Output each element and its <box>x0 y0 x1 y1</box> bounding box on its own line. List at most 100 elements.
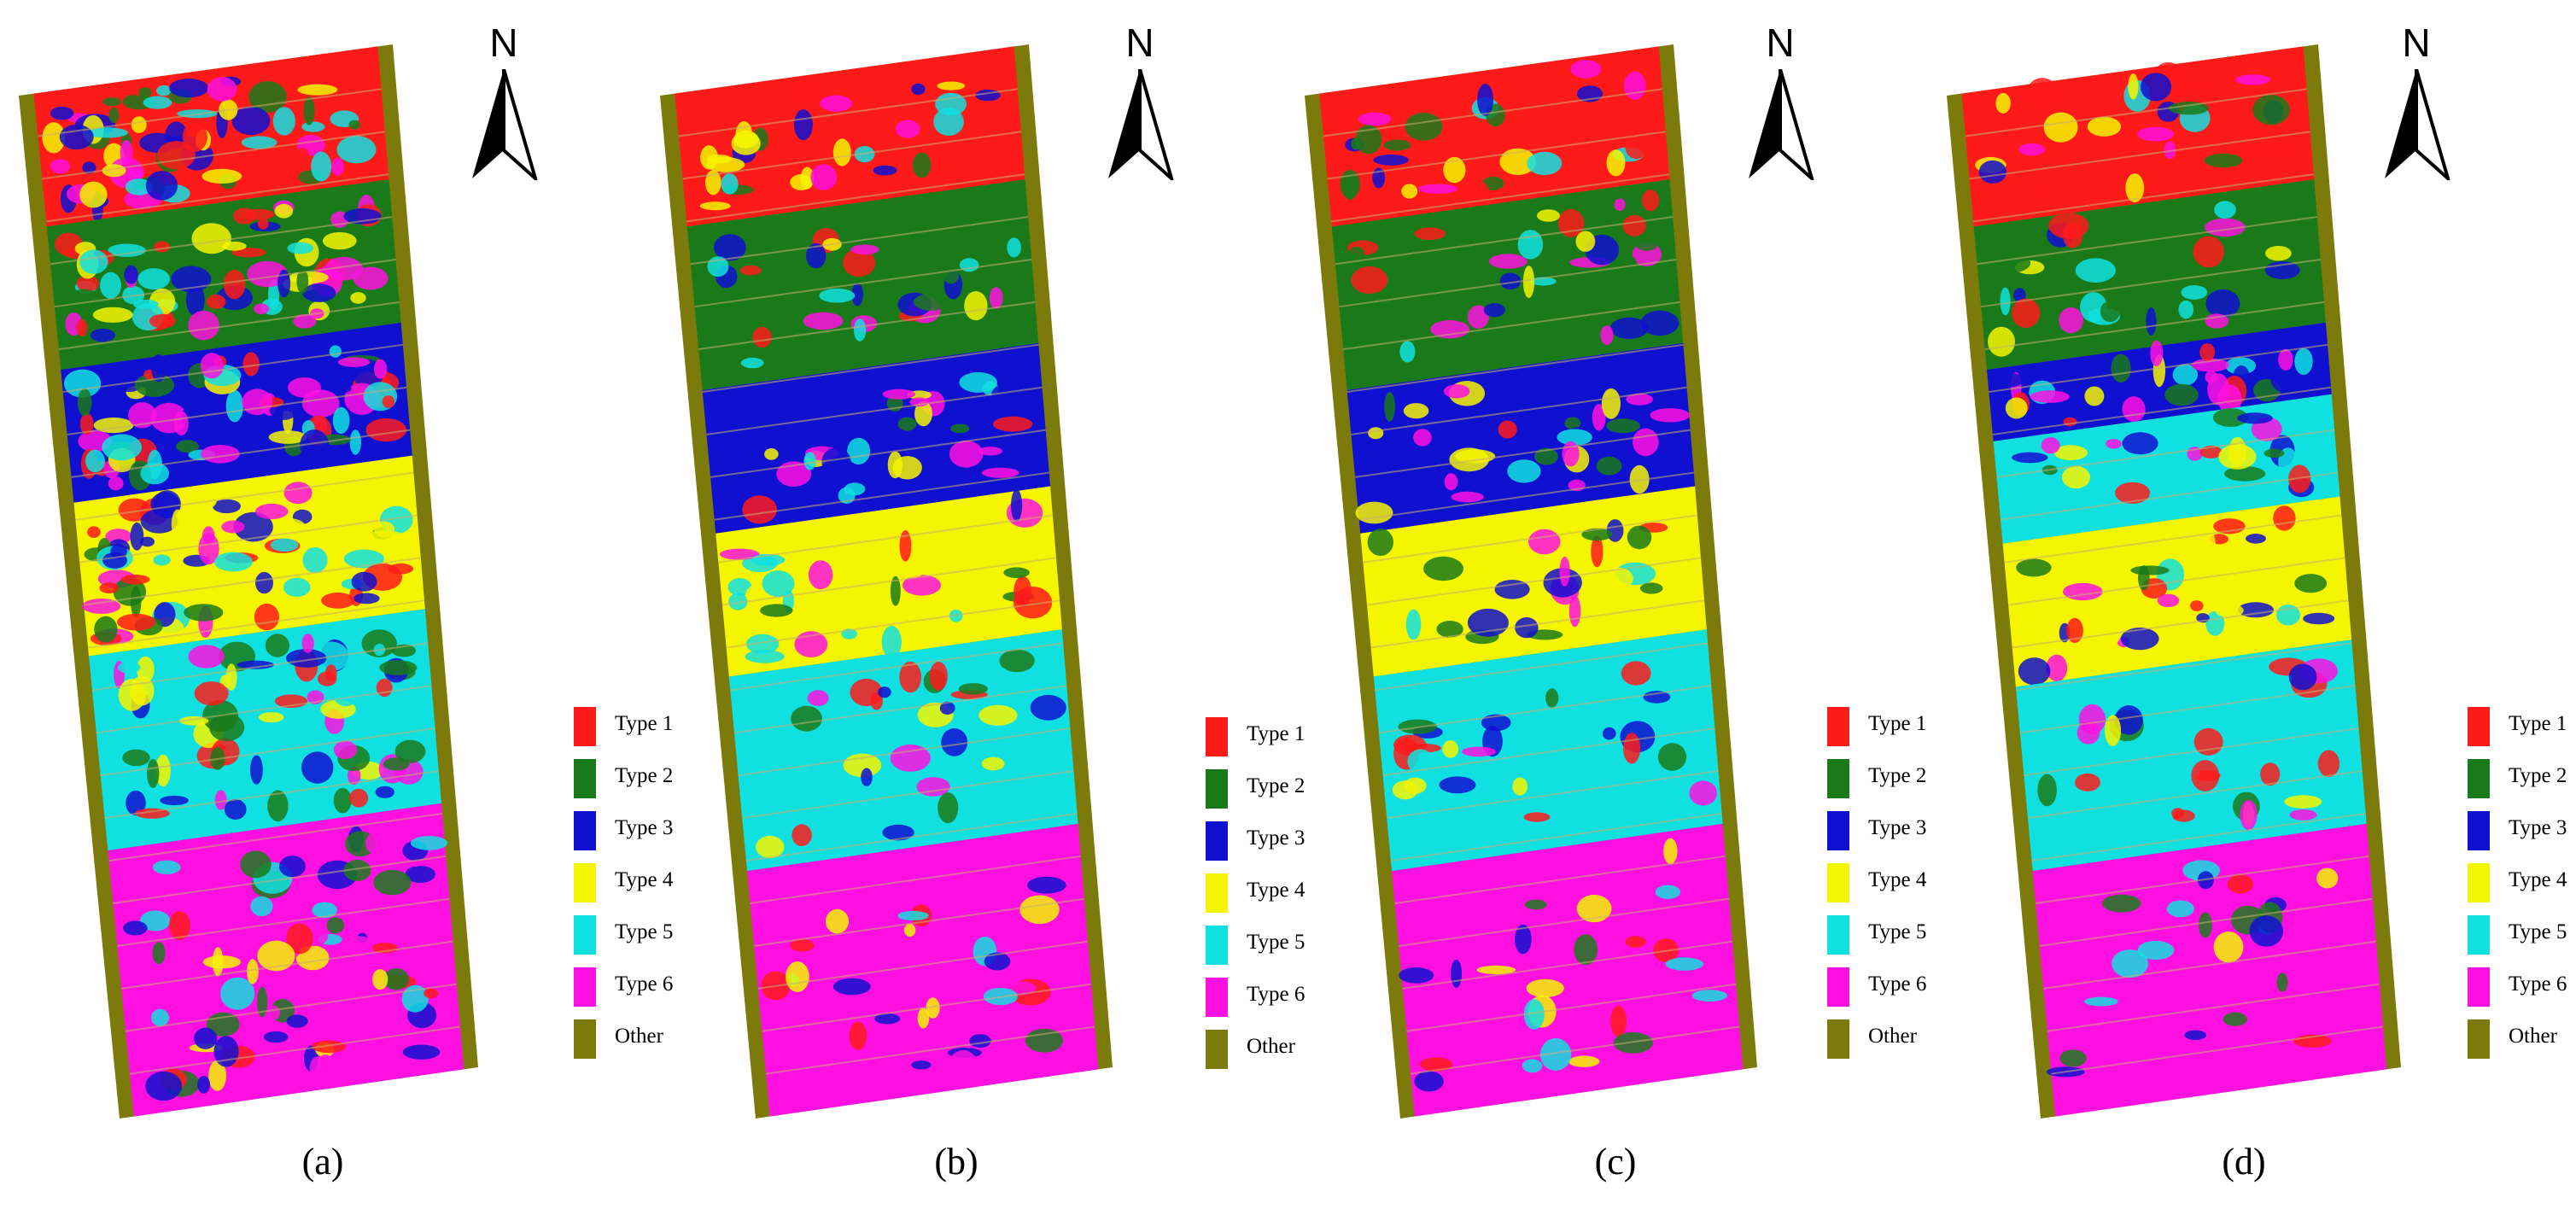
class-speckle <box>2288 663 2317 691</box>
class-speckle <box>853 318 867 342</box>
class-speckle <box>1444 473 1458 491</box>
class-speckle <box>903 923 916 937</box>
class-speckle <box>2205 371 2218 384</box>
class-speckle <box>224 799 247 820</box>
planting-row-line <box>1331 173 1670 223</box>
class-band-type-5 <box>1373 629 1723 872</box>
class-speckle <box>2066 617 2083 644</box>
class-speckle <box>843 248 876 277</box>
class-speckle <box>50 106 74 120</box>
planting-row-line <box>678 88 1018 137</box>
class-speckle <box>87 127 128 138</box>
class-speckle <box>42 122 66 154</box>
class-speckle <box>102 434 143 461</box>
class-speckle <box>1515 924 1532 955</box>
planting-row-line <box>1378 685 1712 734</box>
planting-row-line <box>694 258 1032 308</box>
planting-row-line <box>1394 855 1726 905</box>
class-speckle <box>1992 253 2031 273</box>
legend-swatch <box>1206 821 1228 861</box>
class-speckle <box>259 964 279 991</box>
legend-item: Type 1 <box>2468 707 2576 759</box>
legend-item: Type 3 <box>2468 811 2576 863</box>
class-speckle <box>1627 525 1652 550</box>
legend: Type 1 Type 2 Type 3 Type 4 Type 5 Type 6 Othe… <box>1206 717 1368 1082</box>
class-speckle <box>873 165 897 176</box>
class-speckle <box>1564 417 1581 429</box>
class-speckle <box>989 287 1003 309</box>
class-speckle <box>350 292 366 304</box>
class-speckle <box>2223 1012 2247 1026</box>
class-speckle <box>240 850 272 879</box>
class-speckle <box>405 866 435 883</box>
class-speckle <box>2182 971 2210 997</box>
class-speckle <box>1689 780 1717 806</box>
class-speckle <box>1621 661 1651 686</box>
legend-item: Type 1 <box>1827 707 1989 759</box>
class-speckle <box>1467 305 1489 329</box>
class-speckle <box>2178 300 2193 319</box>
planting-row-line <box>721 557 1057 606</box>
class-speckle <box>1596 456 1622 476</box>
class-speckle <box>2166 900 2194 918</box>
class-speckle <box>1498 420 1517 439</box>
class-speckle <box>1355 501 1393 524</box>
class-speckle <box>2200 469 2228 497</box>
class-speckle <box>1387 694 1403 723</box>
legend-swatch <box>1827 915 1849 955</box>
class-speckle <box>152 860 181 874</box>
class-speckle <box>1414 227 1446 241</box>
class-speckle <box>1499 695 1521 710</box>
north-label: N <box>2402 20 2431 65</box>
legend-label: Type 1 <box>615 712 674 735</box>
class-speckle <box>1407 749 1434 774</box>
class-speckle <box>760 604 793 617</box>
class-speckle <box>1592 404 1606 431</box>
class-speckle <box>1515 616 1539 639</box>
class-speckle <box>1601 388 1621 419</box>
legend-label: Type 5 <box>2509 920 2567 943</box>
class-speckle <box>118 678 146 711</box>
class-speckle <box>353 593 380 604</box>
class-speckle <box>140 910 171 932</box>
class-speckle <box>762 570 795 598</box>
legend: Type 1 Type 2 Type 3 Type 4 Type 5 Type 6 Othe… <box>2468 707 2576 1072</box>
class-speckle <box>337 357 371 368</box>
class-speckle <box>169 79 209 98</box>
class-speckle <box>806 242 827 269</box>
class-speckle <box>832 138 851 166</box>
class-speckle <box>254 303 270 315</box>
class-speckle <box>243 208 275 220</box>
class-speckle <box>1574 934 1598 966</box>
class-speckle <box>288 377 321 398</box>
planting-row-line <box>1399 897 1729 947</box>
class-speckle <box>1368 427 1384 440</box>
planting-row-line <box>38 88 382 137</box>
class-speckle <box>2062 465 2090 489</box>
legend-label: Type 3 <box>2509 816 2567 839</box>
legend-swatch <box>2468 915 2490 955</box>
class-speckle <box>278 856 306 878</box>
class-speckle <box>821 447 851 476</box>
class-speckle <box>332 406 350 434</box>
legend-label: Type 4 <box>1247 879 1306 902</box>
class-speckle <box>890 575 901 606</box>
class-speckle <box>1483 303 1505 318</box>
class-speckle <box>914 293 949 311</box>
class-speckle <box>2276 972 2288 992</box>
class-speckle <box>2294 574 2328 593</box>
class-speckle <box>887 451 903 479</box>
class-speckle <box>348 120 361 130</box>
class-speckle <box>1657 743 1687 771</box>
class-speckle <box>851 283 863 307</box>
class-speckle <box>94 616 118 643</box>
class-speckle <box>1490 972 1508 999</box>
class-speckle <box>2012 452 2048 464</box>
classified-field-map <box>1947 44 2401 1118</box>
class-speckle <box>2289 809 2317 821</box>
class-speckle <box>1403 743 1441 753</box>
planting-row-line <box>730 642 1064 692</box>
class-speckle <box>286 649 327 668</box>
class-speckle <box>130 522 144 551</box>
class-speckle <box>257 218 269 230</box>
